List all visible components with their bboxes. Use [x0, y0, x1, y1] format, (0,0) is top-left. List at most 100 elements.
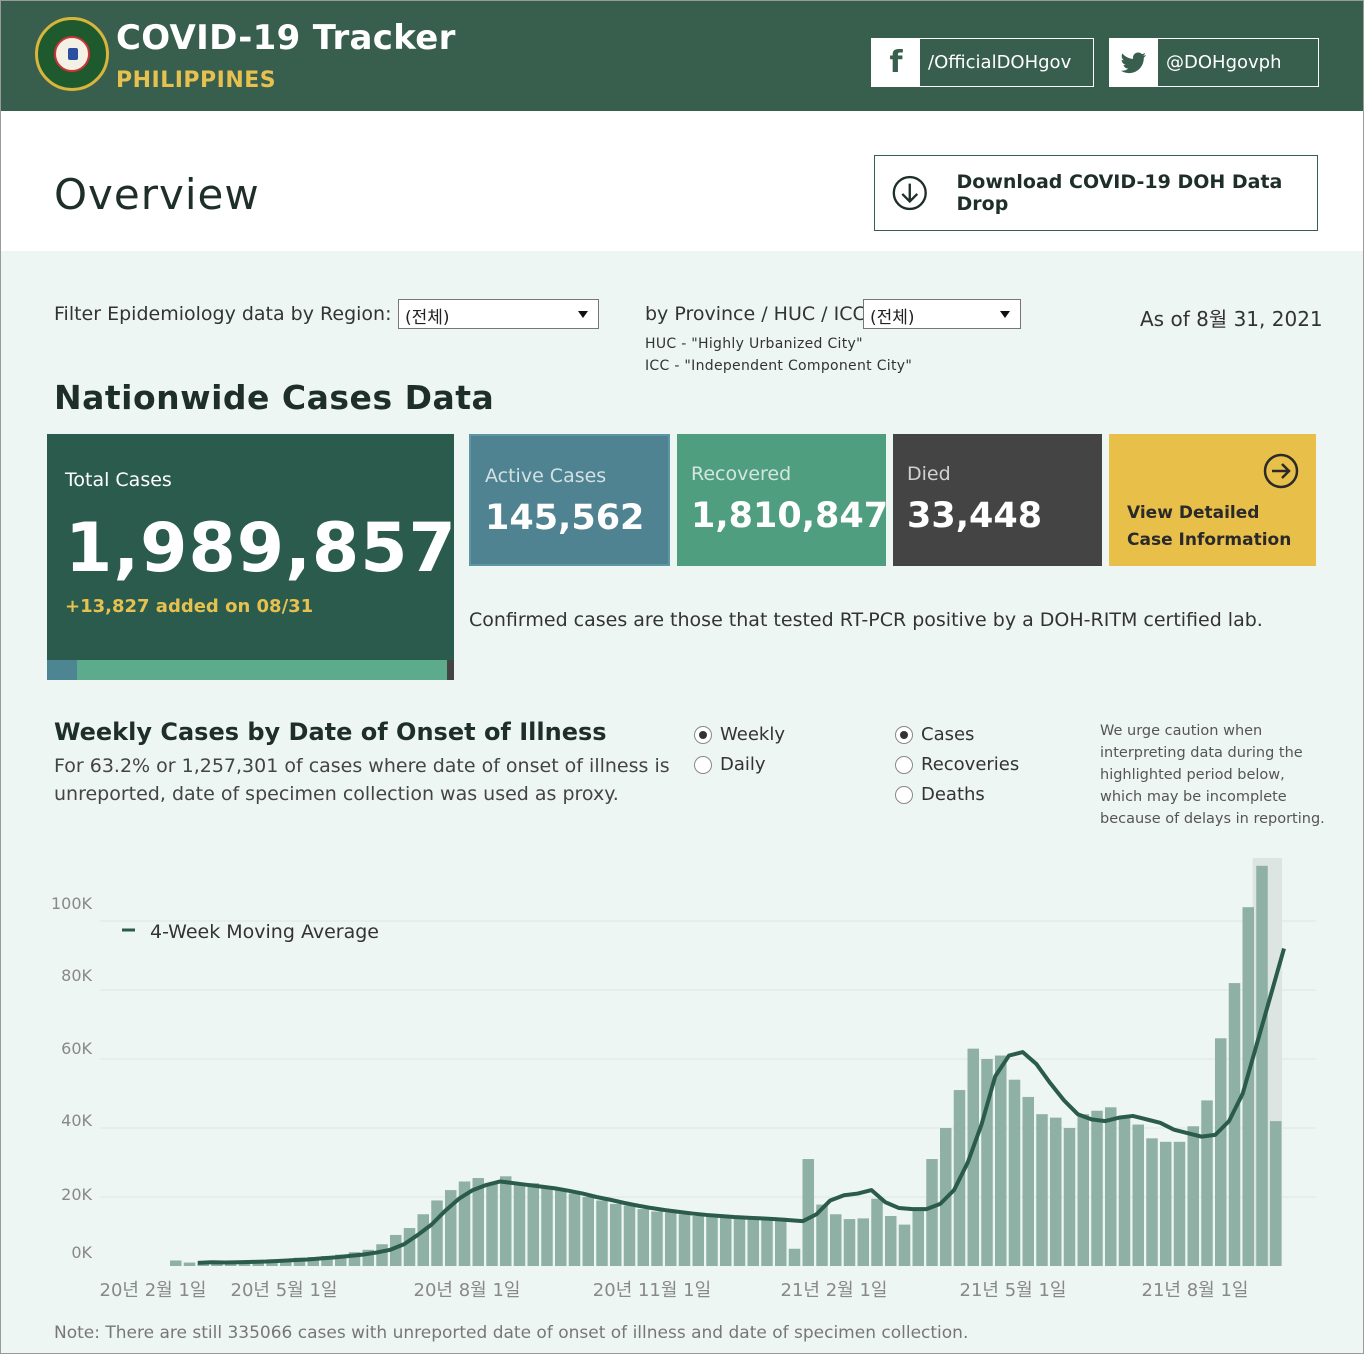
bar[interactable] — [445, 1190, 457, 1266]
radio-circle — [895, 785, 913, 804]
bar[interactable] — [555, 1190, 567, 1266]
bar[interactable] — [335, 1254, 347, 1266]
arrow-right-circle-icon — [1263, 453, 1299, 489]
bar[interactable] — [486, 1183, 498, 1266]
bar[interactable] — [1022, 1096, 1035, 1266]
total-cases-value: 1,989,857 — [65, 509, 457, 588]
bar[interactable] — [637, 1209, 650, 1266]
bar[interactable] — [1242, 907, 1255, 1266]
bar[interactable] — [926, 1159, 938, 1266]
bar[interactable] — [1118, 1117, 1131, 1266]
bar[interactable] — [321, 1255, 333, 1266]
recovered-label: Recovered — [691, 463, 792, 485]
bar[interactable] — [720, 1217, 732, 1266]
view-detailed-case-button[interactable]: View Detailed Case Information — [1109, 434, 1316, 566]
bar[interactable] — [871, 1198, 883, 1266]
bar[interactable] — [665, 1212, 677, 1266]
bar[interactable] — [981, 1059, 993, 1266]
bar[interactable] — [307, 1257, 320, 1266]
view-detailed-case-label: View Detailed Case Information — [1127, 503, 1292, 550]
download-data-drop-button[interactable]: Download COVID-19 DOH Data Drop — [874, 155, 1318, 231]
bar[interactable] — [1228, 983, 1241, 1266]
bar[interactable] — [733, 1217, 746, 1266]
radio-recoveries[interactable]: Recoveries — [895, 754, 1019, 775]
bar[interactable] — [1132, 1124, 1145, 1266]
bar[interactable] — [1050, 1117, 1062, 1266]
bar[interactable] — [843, 1219, 856, 1266]
bar[interactable] — [623, 1205, 636, 1266]
bar[interactable] — [1077, 1114, 1090, 1266]
bar[interactable] — [582, 1197, 595, 1266]
bar[interactable] — [651, 1211, 663, 1266]
bar[interactable] — [912, 1207, 925, 1266]
bar[interactable] — [527, 1183, 540, 1266]
bar[interactable] — [513, 1183, 526, 1266]
bar[interactable] — [1091, 1110, 1103, 1266]
bar[interactable] — [898, 1224, 911, 1266]
province-select[interactable]: (전체) — [863, 299, 1021, 329]
bar[interactable] — [348, 1252, 361, 1266]
bar[interactable] — [1146, 1138, 1158, 1266]
bar[interactable] — [1256, 865, 1268, 1266]
active-cases-value: 145,562 — [485, 498, 645, 538]
radio-weekly[interactable]: Weekly — [694, 724, 785, 745]
bar[interactable] — [995, 1055, 1007, 1266]
bar[interactable] — [610, 1203, 622, 1266]
bar[interactable] — [500, 1176, 512, 1266]
region-select[interactable]: (전체) — [398, 299, 599, 329]
bar[interactable] — [802, 1159, 815, 1266]
bar[interactable] — [568, 1193, 581, 1266]
radio-daily[interactable]: Daily — [694, 754, 766, 775]
facebook-link[interactable]: f /OfficialDOHgov — [871, 38, 1094, 87]
radio-recoveries-label: Recoveries — [921, 754, 1020, 775]
weekly-cases-chart[interactable]: 0K 20K 40K 60K 80K 100K 4-Week Moving Average 2… — [0, 850, 1364, 1310]
bar[interactable] — [417, 1214, 430, 1266]
bar[interactable] — [788, 1248, 801, 1266]
bar[interactable] — [1201, 1100, 1213, 1266]
app-header: COVID-19 Tracker PHILIPPINES f /Official… — [0, 0, 1364, 111]
bar[interactable] — [775, 1217, 787, 1266]
bar[interactable] — [472, 1178, 485, 1266]
recovered-card: Recovered 1,810,847 — [677, 434, 888, 566]
bar[interactable] — [830, 1214, 842, 1266]
bar[interactable] — [1105, 1107, 1117, 1266]
x-tick-label: 20년 11월 1일 — [593, 1280, 711, 1301]
case-breakdown-bar — [47, 660, 454, 680]
radio-cases-label: Cases — [921, 724, 975, 745]
bar[interactable] — [761, 1219, 773, 1266]
bar[interactable] — [816, 1204, 828, 1266]
radio-deaths[interactable]: Deaths — [895, 784, 985, 805]
y-tick-label: 80K — [61, 966, 92, 985]
bar[interactable] — [376, 1244, 388, 1266]
bar[interactable] — [1215, 1038, 1227, 1266]
bar[interactable] — [390, 1234, 402, 1266]
bar[interactable] — [1036, 1114, 1048, 1266]
icc-note: ICC - "Independent Component City" — [645, 358, 913, 374]
twitter-icon — [1110, 39, 1158, 86]
bar[interactable] — [885, 1215, 897, 1266]
bar[interactable] — [1173, 1141, 1186, 1266]
bar[interactable] — [1187, 1126, 1200, 1266]
bar[interactable] — [857, 1218, 870, 1266]
bar[interactable] — [692, 1215, 705, 1266]
bar[interactable] — [747, 1218, 760, 1266]
bar[interactable] — [678, 1214, 691, 1266]
radio-cases[interactable]: Cases — [895, 724, 974, 745]
bar[interactable] — [1270, 1121, 1282, 1266]
bar[interactable] — [706, 1216, 718, 1266]
twitter-link[interactable]: @DOHgovph — [1109, 38, 1319, 87]
bar[interactable] — [403, 1228, 416, 1266]
bar[interactable] — [1063, 1128, 1076, 1266]
bar[interactable] — [183, 1262, 196, 1266]
bar[interactable] — [431, 1200, 443, 1266]
bar[interactable] — [280, 1259, 292, 1266]
bar[interactable] — [458, 1181, 471, 1266]
bar[interactable] — [967, 1048, 980, 1266]
bar[interactable] — [170, 1260, 182, 1266]
bar[interactable] — [1160, 1141, 1172, 1266]
bar[interactable] — [362, 1249, 375, 1266]
bar[interactable] — [541, 1186, 553, 1266]
bar[interactable] — [596, 1200, 608, 1266]
facebook-icon: f — [872, 39, 920, 86]
bar[interactable] — [1008, 1079, 1021, 1266]
